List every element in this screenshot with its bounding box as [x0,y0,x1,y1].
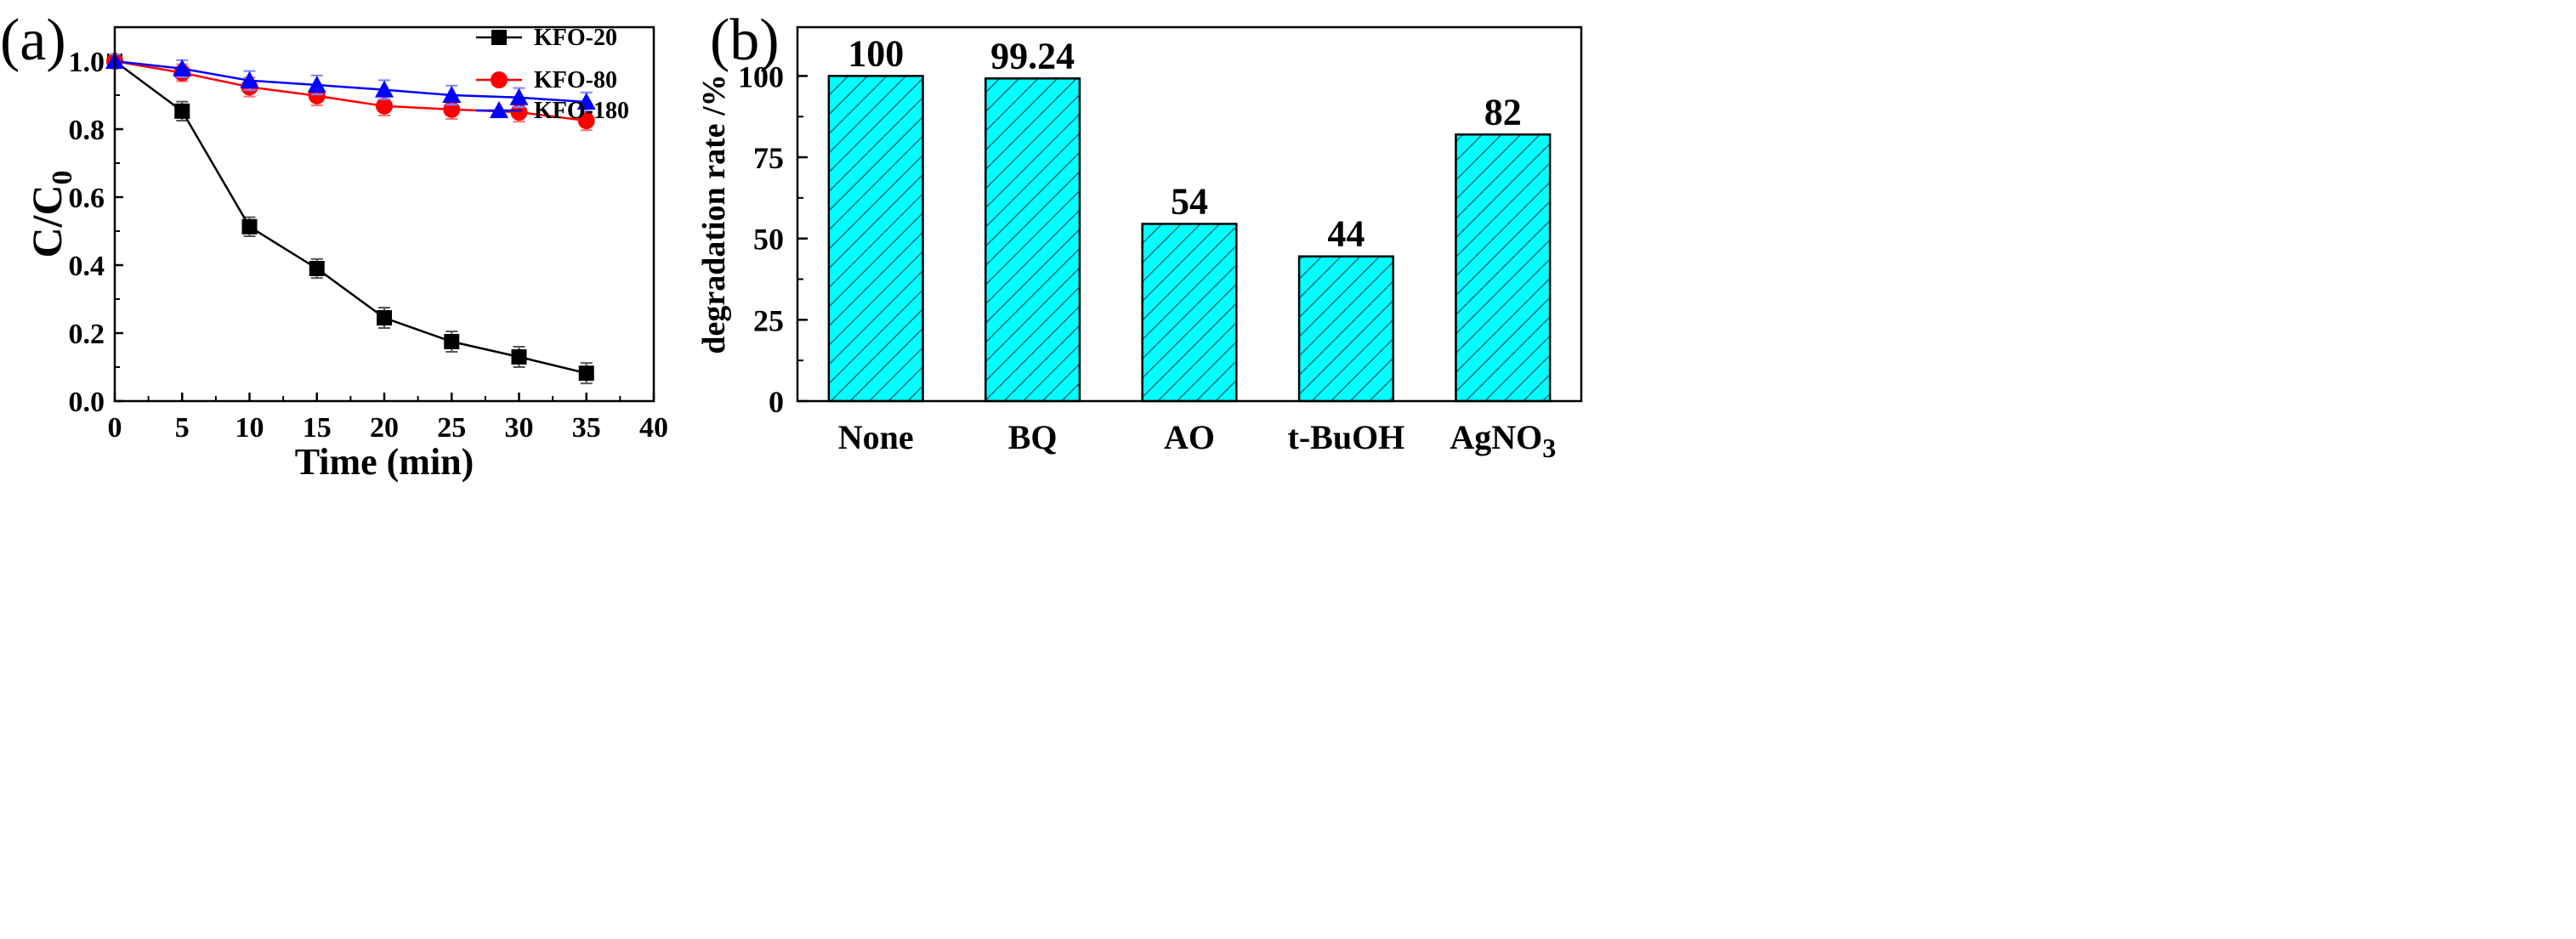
category-text: None [838,418,914,456]
category-text: AgNO [1450,418,1542,456]
bar [1455,133,1552,403]
x-category-label: None [838,418,914,456]
category-text: AO [1164,418,1215,456]
data-point [511,349,527,365]
panel-b-plot-frame [796,25,1583,403]
y-tick-label: 0.4 [69,251,105,282]
y-title-main: C/C [23,184,71,257]
data-point [376,97,393,115]
x-tick-label: 35 [572,412,601,444]
series-line [114,59,587,375]
panel-a-y-axis-title: C/C0 [23,170,78,257]
bar-data-label: 100 [848,32,904,74]
y-tick-label: 50 [753,223,784,257]
bar-data-label: 99.24 [990,35,1075,76]
panel-a-legend: KFO-20 KFO-80 KFO-180 [476,25,629,124]
bar [1141,223,1238,403]
panel-a-x-axis-title: Time (min) [295,441,474,483]
data-point [377,310,392,325]
data-point [240,71,259,88]
bar [827,75,924,403]
data-point [375,80,394,98]
y-tick-label: 0.8 [69,115,105,146]
y-tick-label: 100 [738,59,784,93]
y-title-subscript: 0 [47,170,78,184]
bar-data-label: 44 [1327,213,1365,255]
legend-kfo80-label: KFO-80 [534,67,617,93]
bar [984,77,1081,403]
data-point [577,112,595,129]
x-tick-label: 10 [235,412,264,444]
x-tick-label: 40 [639,412,668,444]
x-tick-label: 25 [437,412,466,444]
y-tick-label: 75 [753,141,784,175]
legend-kfo180-label: KFO-180 [534,98,629,124]
legend-kfo80-marker [491,71,508,88]
panel-a-label: (a) [0,8,66,73]
data-point [309,261,325,276]
y-tick-label: 0.6 [69,183,105,214]
x-category-label: AgNO3 [1450,418,1556,463]
data-point [578,365,594,382]
bar-data-label: 54 [1171,180,1208,222]
x-category-label: BQ [1008,418,1058,456]
panel-a-line-chart: (a) 0 5 10 15 20 25 30 35 40 0.0 0.2 0.4 0.6 0.8 1.0 K… [0,8,668,483]
bar [1297,255,1394,403]
x-category-label: AO [1164,418,1215,456]
panel-a-series [105,52,596,385]
data-point [444,334,460,349]
y-tick-label: 1.0 [69,47,105,78]
series-line [114,59,587,104]
y-tick-label: 0 [769,385,784,419]
category-text: t-BuOH [1288,418,1405,456]
panel-b-bar-chart: (b) 0 25 50 75 100 100 None 99.24 BQ 54 AO 44 t-BuO… [696,8,1583,463]
panel-a-plot-frame [113,25,655,403]
x-tick-label: 5 [175,412,190,444]
data-point [307,76,326,93]
y-tick-label: 0.0 [69,387,105,418]
legend-kfo180-marker [490,101,508,118]
legend-kfo20-marker [491,30,507,45]
panel-b-bars: 100 None 99.24 BQ 54 AO 44 t-BuOH 82 AgNO3 [827,32,1556,463]
panel-b-y-axis-title: degradation rate /% [696,74,732,354]
panel-b-ticks: 0 25 50 75 100 [738,59,808,419]
x-category-label: t-BuOH [1288,418,1405,456]
bar-data-label: 82 [1484,91,1522,133]
panel-b-label: (b) [710,8,780,73]
category-subscript: 3 [1542,433,1556,463]
data-point [509,88,529,105]
data-point [174,103,190,119]
x-tick-label: 30 [505,412,534,444]
y-tick-label: 25 [753,303,784,337]
x-tick-label: 20 [370,412,399,444]
data-point [173,59,192,76]
panel-a-ticks: 0 5 10 15 20 25 30 35 40 0.0 0.2 0.4 0.6 0.8 1.0 [69,26,668,444]
category-text: BQ [1008,418,1058,456]
x-tick-label: 15 [303,412,332,444]
data-point [576,93,596,110]
series-kfo-20 [107,54,594,385]
legend-kfo20-label: KFO-20 [534,25,617,51]
data-point [442,86,462,103]
data-point [241,218,258,235]
y-tick-label: 0.2 [69,319,105,350]
x-tick-label: 0 [108,412,122,444]
series-line [114,59,587,122]
